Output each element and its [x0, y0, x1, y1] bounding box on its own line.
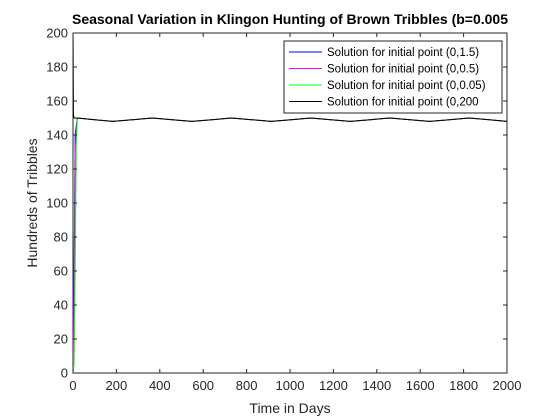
x-tick-label: 1000 — [276, 378, 305, 393]
y-tick-label: 60 — [54, 264, 68, 279]
y-tick-label: 180 — [46, 60, 68, 75]
x-tick-label: 1800 — [449, 378, 478, 393]
series-layer — [73, 33, 507, 373]
legend-entry: Solution for initial point (0,1.5) — [327, 47, 479, 59]
legend: Solution for initial point (0,1.5) Soluti… — [283, 40, 503, 114]
series-line-4 — [73, 33, 507, 122]
x-axis-label: Time in Days — [249, 400, 330, 416]
y-tick-label: 20 — [54, 332, 68, 347]
x-tick-label: 800 — [236, 378, 258, 393]
x-tick-label: 200 — [106, 378, 128, 393]
ticks-layer: 0 200 400 600 800 1000 1200 1400 1600 1800 2000 0 20… — [46, 26, 521, 394]
y-tick-label: 40 — [54, 298, 68, 313]
y-tick-label: 200 — [46, 26, 68, 41]
legend-entry: Solution for initial point (0,0.05) — [327, 80, 486, 92]
x-tick-label: 1600 — [406, 378, 435, 393]
y-tick-label: 80 — [54, 230, 68, 245]
y-tick-label: 0 — [61, 366, 68, 381]
chart-title: Seasonal Variation in Klingon Hunting of… — [72, 11, 508, 27]
x-tick-label: 600 — [192, 378, 214, 393]
x-tick-label: 400 — [149, 378, 171, 393]
x-tick-label: 1400 — [362, 378, 391, 393]
y-tick-label: 160 — [46, 94, 68, 109]
legend-entry: Solution for initial point (0,0.5) — [327, 64, 479, 76]
x-tick-label: 1200 — [319, 378, 348, 393]
x-tick-label: 0 — [69, 378, 76, 393]
legend-entry: Solution for initial point (0,200 — [327, 97, 479, 109]
y-tick-label: 140 — [46, 128, 68, 143]
y-tick-label: 120 — [46, 162, 68, 177]
y-axis-label: Hundreds of Tribbles — [24, 138, 40, 267]
x-tick-label: 2000 — [493, 378, 522, 393]
y-tick-label: 100 — [46, 196, 68, 211]
